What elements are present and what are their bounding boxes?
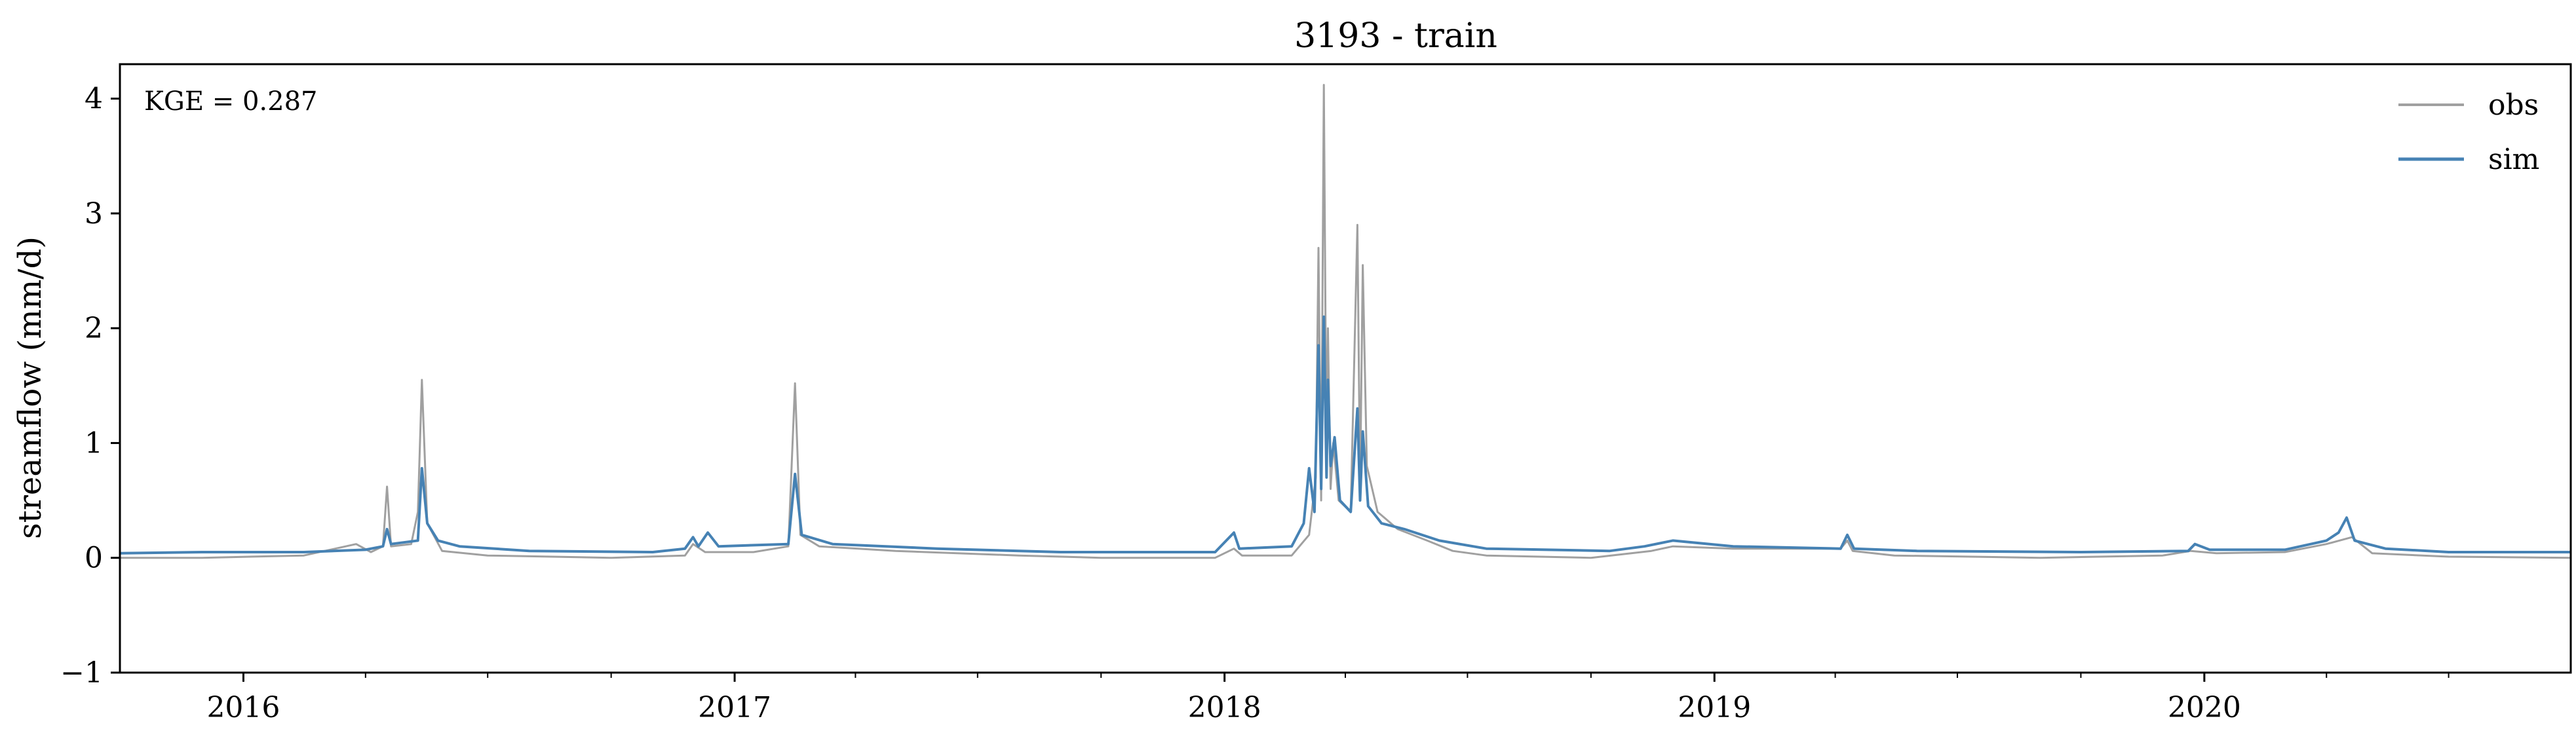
chart-title: 3193 - train	[1294, 16, 1497, 56]
y-tick-label: 3	[85, 197, 103, 231]
y-tick-label: −1	[60, 656, 103, 690]
axis-ticks: −1 0 1 2 3 4 2016 2017 2018 2019 2020	[60, 83, 2450, 724]
x-tick-label: 2017	[698, 691, 771, 724]
legend-label-sim: sim	[2488, 143, 2539, 176]
y-tick-label: 1	[85, 426, 103, 460]
x-tick-label: 2018	[1188, 691, 1261, 724]
series-line-obs	[120, 84, 2571, 559]
kge-annotation: KGE = 0.287	[144, 86, 318, 117]
y-tick-label: 2	[85, 312, 103, 345]
y-tick-label: 0	[85, 542, 103, 575]
x-tick-label: 2019	[1678, 691, 1751, 724]
x-tick-label: 2020	[2168, 691, 2241, 724]
y-axis-title: streamflow (mm/d)	[12, 236, 48, 539]
x-tick-label: 2016	[206, 691, 280, 724]
y-tick-label: 4	[85, 83, 103, 116]
legend: obs sim	[2398, 88, 2539, 176]
legend-label-obs: obs	[2488, 88, 2539, 122]
plot-series	[119, 84, 2571, 559]
series-line-sim	[119, 315, 2571, 555]
plot-frame	[119, 63, 2572, 674]
